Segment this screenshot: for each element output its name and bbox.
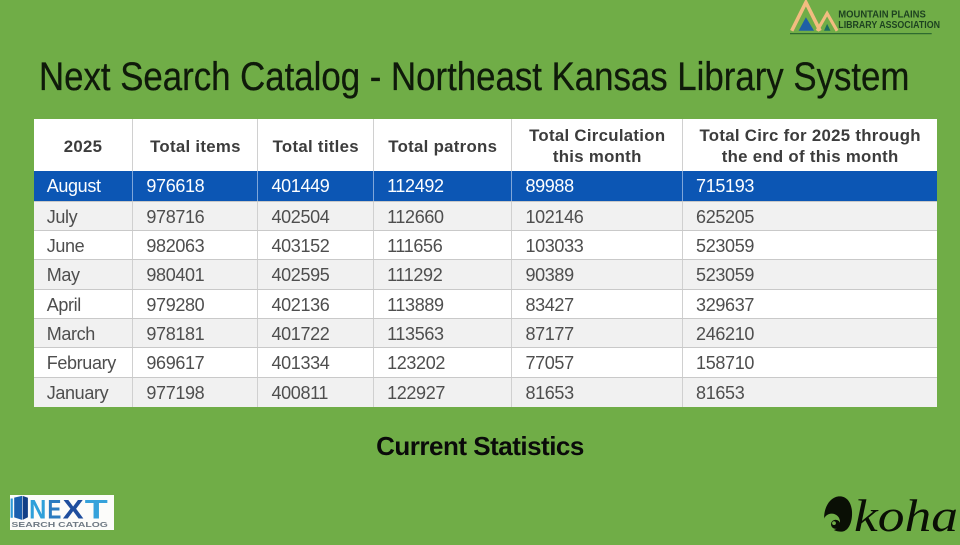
- svg-text:X: X: [63, 495, 84, 524]
- svg-text:MOUNTAIN PLAINS: MOUNTAIN PLAINS: [838, 9, 926, 20]
- svg-text:N: N: [29, 495, 46, 524]
- svg-text:T: T: [85, 495, 109, 524]
- svg-text:koha: koha: [854, 490, 958, 540]
- svg-text:SEARCH CATALOG: SEARCH CATALOG: [11, 520, 108, 529]
- svg-text:LIBRARY ASSOCIATION: LIBRARY ASSOCIATION: [838, 20, 940, 31]
- svg-text:E: E: [48, 495, 62, 524]
